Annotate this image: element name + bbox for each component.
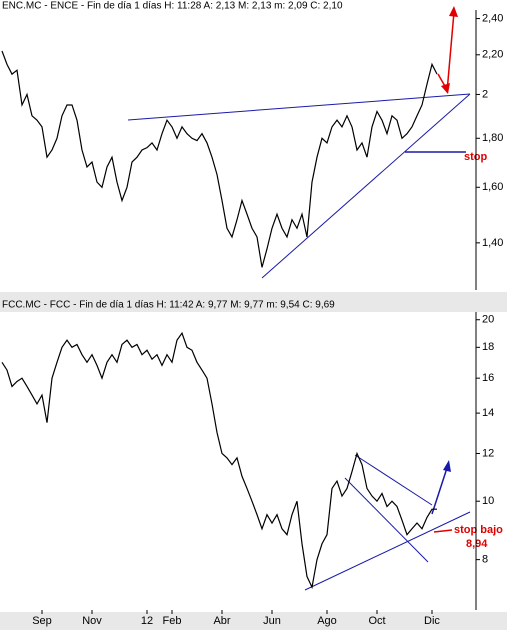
panel-separator [0,292,507,312]
x-tick-label: 12 [141,615,153,627]
trend-line [127,93,471,121]
y-tick-label: 2,40 [482,12,503,24]
y-tick-label: 10 [482,495,494,507]
x-tick-label: Sep [32,615,52,627]
x-axis-band [0,612,507,630]
x-tick-label: Oct [368,615,385,627]
y-tick-label: 1,60 [482,181,503,193]
y-tick-label: 8 [482,554,488,566]
arrow [431,467,448,515]
x-tick-label: Jun [263,615,281,627]
x-tick-label: Nov [82,615,102,627]
arrowhead [443,460,451,472]
trend-line [261,93,471,279]
arrow [446,11,455,93]
y-tick-label: 2 [482,88,488,100]
annotation: 8,94 [466,538,488,550]
y-tick-label: 18 [482,341,494,353]
x-tick-label: Feb [163,615,182,627]
price-line [1,50,438,268]
panel-title: ENC.MC - ENCE - Fin de día 1 días H: 11:… [2,1,343,12]
y-tick-label: 12 [482,447,494,459]
y-tick-label: 16 [482,372,494,384]
x-tick-label: Ago [317,615,337,627]
annotation: stop bajo [454,524,503,536]
price-line [1,331,437,590]
y-tick-label: 1,80 [482,132,503,144]
arrowhead [441,83,450,94]
y-tick-label: 20 [482,314,494,326]
y-tick-label: 1,40 [482,237,503,249]
y-tick-label: 14 [482,407,494,419]
panel-title: FCC.MC - FCC - Fin de día 1 días H: 11:4… [2,300,335,311]
trend-line [344,477,429,563]
y-tick-label: 2,20 [482,49,503,61]
stop-line [433,529,453,533]
x-tick-label: Dic [424,615,440,627]
x-tick-label: Abr [213,615,230,627]
trend-line [354,454,433,506]
trend-line [304,511,471,591]
arrowhead [449,6,458,17]
